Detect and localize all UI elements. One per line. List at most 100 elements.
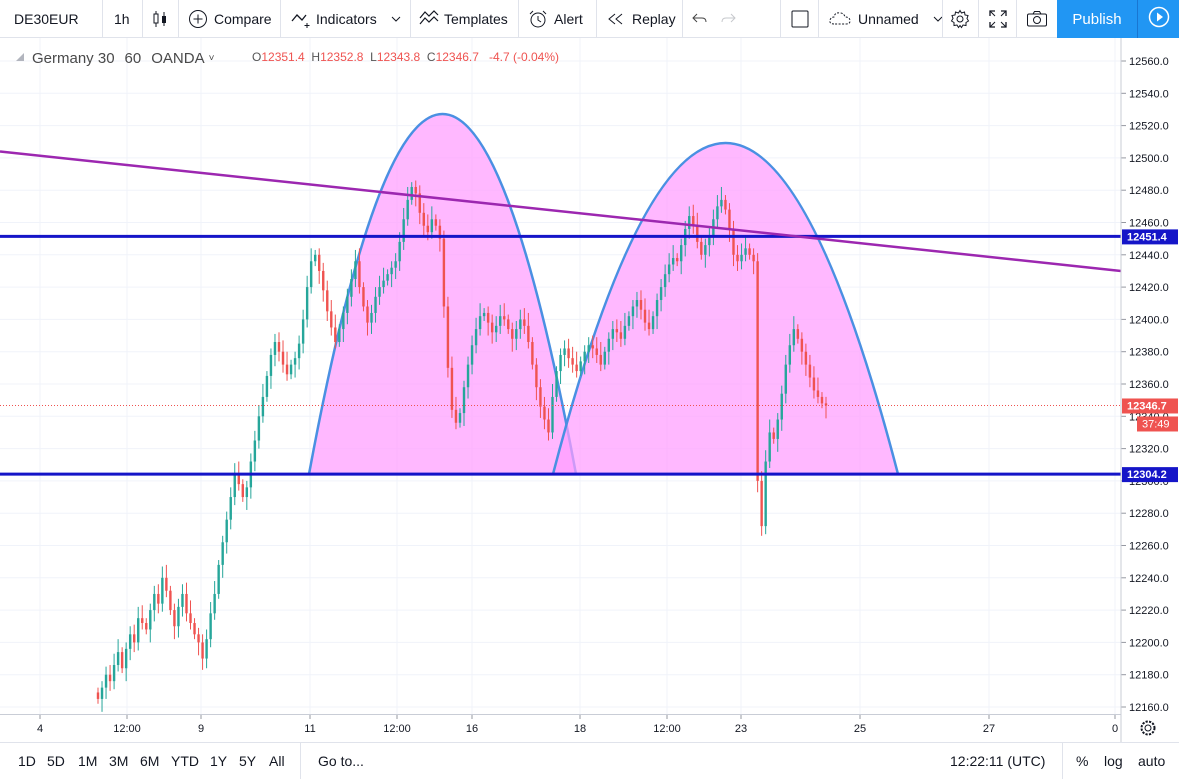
candle-body (253, 440, 257, 462)
symbol-search[interactable]: DE30EUR (14, 0, 79, 38)
range-label: 5Y (239, 753, 257, 769)
price-tick-label: 12280.0 (1129, 508, 1169, 520)
trend-line (0, 150, 1122, 273)
time-axis: 4 12:00 9 11 12:00 16 18 12:00 23 25 27 0 (37, 714, 1156, 736)
indicators-button[interactable]: Indicators (290, 0, 401, 38)
candle-body (539, 387, 542, 407)
candle-body (241, 484, 245, 498)
candle-body (595, 348, 598, 355)
rewind-icon (606, 9, 626, 29)
range-ytd[interactable]: YTD (171, 743, 199, 779)
clock[interactable]: 12:22:11 (UTC) (950, 743, 1045, 779)
symbol-legend[interactable]: Germany 30 60 OANDA ˅ (14, 48, 214, 68)
candle-body (482, 312, 486, 317)
alert-label: Alert (554, 11, 583, 27)
publish-button[interactable]: Publish (1057, 0, 1137, 38)
candle-body (362, 287, 365, 307)
candle-body (611, 329, 615, 339)
top-toolbar: DE30EUR 1h Compare Indicators Templates … (0, 0, 1179, 38)
candle-body (366, 306, 369, 323)
candle-body (157, 593, 160, 604)
square-icon (790, 9, 810, 29)
candle-body (470, 345, 474, 365)
log-label: log (1104, 753, 1123, 769)
save-layout-button[interactable]: Unnamed (828, 0, 943, 38)
candle-body (394, 261, 397, 268)
time-tick-label: 9 (198, 723, 204, 735)
alert-button[interactable]: Alert (528, 0, 583, 38)
candle-body (663, 274, 667, 288)
chart-style-button[interactable] (150, 0, 170, 38)
candle-body (193, 623, 196, 635)
price-tick-label: 12400.0 (1129, 314, 1169, 326)
range-label: 5D (47, 753, 65, 769)
range-label: YTD (171, 753, 199, 769)
candle-body (708, 235, 711, 246)
auto-toggle[interactable]: auto (1138, 743, 1165, 779)
range-3m[interactable]: 3M (109, 743, 128, 779)
compare-button[interactable]: Compare (188, 0, 272, 38)
candle-body (631, 306, 635, 317)
countdown-label: 37:49 (1142, 418, 1170, 430)
price-chart[interactable]: 12560.0 12540.0 12520.0 12500.0 12480.0 12460… (0, 0, 1179, 742)
candle-body (579, 361, 582, 372)
legend-exchange: OANDA (151, 49, 205, 67)
open-value: 12351.4 (261, 50, 305, 64)
time-tick-label: 27 (983, 723, 995, 735)
candle-body (527, 325, 530, 343)
compare-label: Compare (214, 11, 272, 27)
settings-button[interactable] (950, 0, 970, 38)
interval-button[interactable]: 1h (114, 0, 130, 38)
candle-body (792, 329, 796, 346)
range-5d[interactable]: 5D (47, 743, 65, 779)
candle-body (213, 593, 216, 614)
log-toggle[interactable]: log (1104, 743, 1123, 779)
price-tick-label: 12500.0 (1129, 153, 1169, 165)
play-button[interactable] (1137, 0, 1179, 38)
range-5y[interactable]: 5Y (239, 743, 256, 779)
range-1d[interactable]: 1D (18, 743, 36, 779)
candle-body (804, 351, 808, 365)
price-tick-label: 12540.0 (1129, 88, 1169, 100)
clock-label: 12:22:11 (UTC) (950, 753, 1046, 769)
snapshot-button[interactable] (1026, 0, 1048, 38)
axis-settings-gear-icon[interactable] (1140, 720, 1156, 736)
redo-button[interactable] (718, 0, 738, 38)
percent-label: % (1076, 753, 1089, 769)
undo-button[interactable] (690, 0, 710, 38)
replay-button[interactable]: Replay (606, 0, 676, 38)
candle-body (575, 364, 578, 372)
range-6m[interactable]: 6M (140, 743, 159, 779)
close-key: C (426, 50, 436, 64)
goto-button[interactable]: Go to... (318, 743, 364, 779)
templates-button[interactable]: Templates (418, 0, 508, 38)
candle-body (535, 364, 538, 388)
candle-body (599, 354, 602, 365)
countdown-bg (1137, 416, 1178, 432)
candle-body (752, 254, 755, 262)
candles (96, 180, 828, 712)
candle-body (450, 367, 454, 410)
percent-toggle[interactable]: % (1076, 743, 1088, 779)
fullscreen-button[interactable] (988, 0, 1008, 38)
range-1y[interactable]: 1Y (210, 743, 227, 779)
price-tick-label: 12180.0 (1129, 670, 1169, 682)
candle-body (772, 432, 775, 439)
candle-body (209, 613, 212, 640)
candle-body (627, 316, 631, 326)
indicators-label: Indicators (316, 11, 377, 27)
candle-body (812, 377, 816, 391)
range-1m[interactable]: 1M (78, 743, 97, 779)
candle-body (289, 364, 293, 375)
candle-body (233, 474, 236, 498)
range-all[interactable]: All (269, 743, 285, 779)
chevron-down-icon (391, 14, 401, 24)
candle-body (724, 199, 727, 210)
candle-body (583, 351, 586, 362)
candle-body (221, 542, 224, 565)
layout-button[interactable] (790, 0, 810, 38)
time-tick-label: 16 (466, 723, 478, 735)
candle-body (736, 254, 739, 262)
high-key: H (311, 50, 321, 64)
candle-body (245, 487, 249, 498)
